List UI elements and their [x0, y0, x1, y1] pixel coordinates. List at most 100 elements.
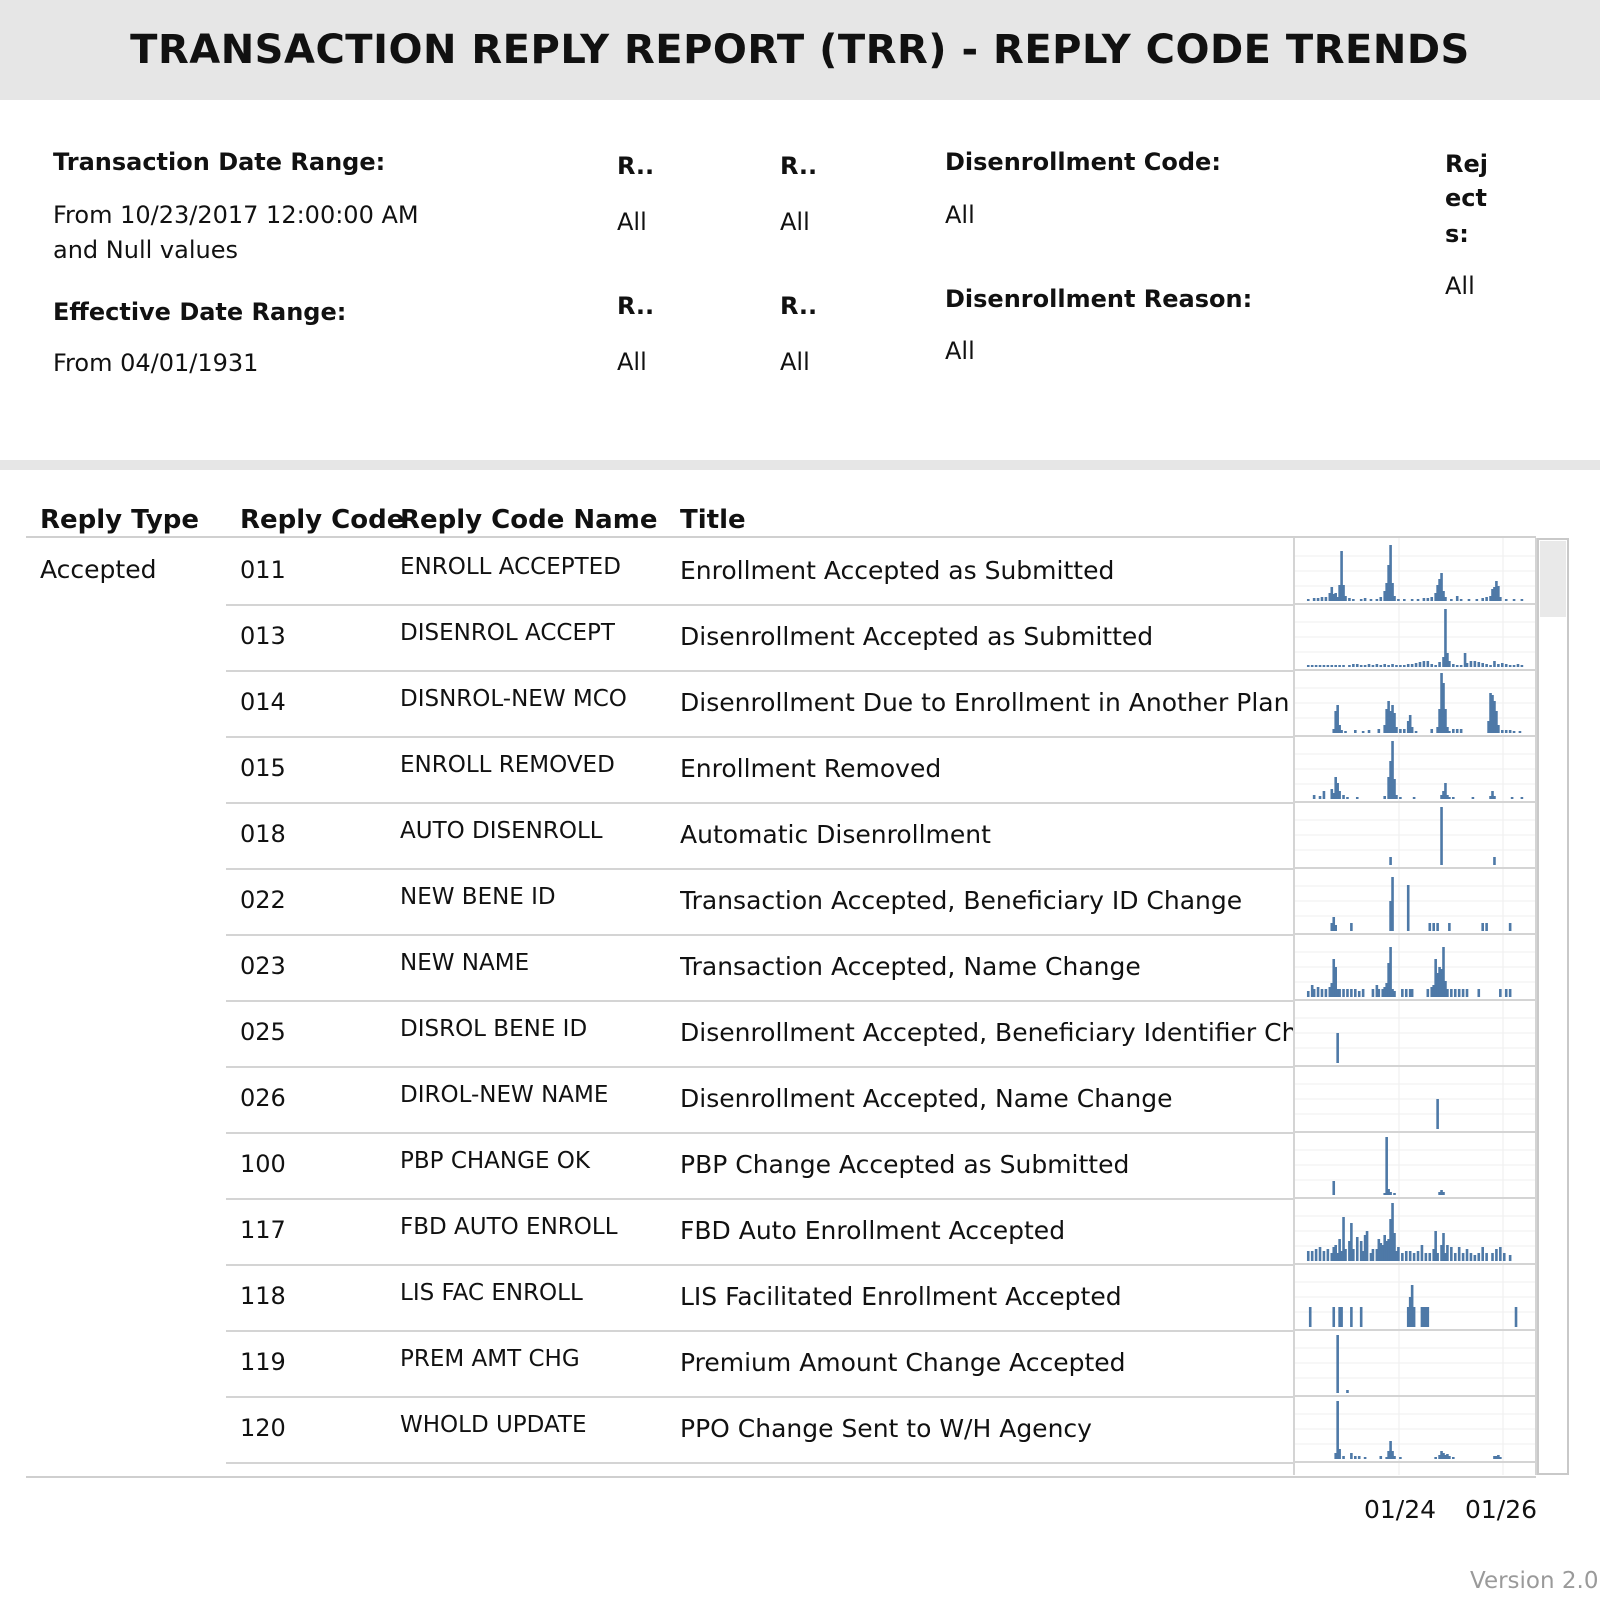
disenrollment-code-label: Disenrollment Code: — [945, 148, 1221, 176]
rejects-value[interactable]: All — [1445, 272, 1475, 300]
spark-bar — [1475, 599, 1479, 601]
spark-bar — [1408, 1297, 1412, 1327]
spark-bar — [1328, 987, 1332, 997]
spark-bar — [1485, 597, 1488, 601]
filter-r1-value[interactable]: All — [617, 208, 647, 236]
spark-bar — [1361, 731, 1365, 733]
spark-bar — [1448, 1456, 1451, 1459]
title-cell: Transaction Accepted, Beneficiary ID Cha… — [680, 886, 1243, 915]
spark-bar — [1518, 731, 1522, 733]
spark-bar — [1459, 665, 1463, 667]
col-header-reply-type[interactable]: Reply Type — [40, 505, 200, 535]
col-header-reply-code[interactable]: Reply Code — [240, 505, 405, 535]
spark-bar — [1412, 1253, 1416, 1261]
version-label: Version 2.0 — [1470, 1568, 1599, 1594]
spark-bar — [1516, 664, 1520, 667]
spark-bar — [1316, 987, 1320, 997]
spark-bar — [1310, 985, 1314, 997]
spark-bar — [1375, 599, 1379, 601]
spark-bar — [1399, 665, 1402, 667]
effective-date-value[interactable]: From 04/01/1931 — [53, 349, 259, 377]
spark-bar — [1508, 989, 1512, 997]
spark-bar — [1428, 1253, 1432, 1261]
spark-bar — [1399, 1457, 1402, 1459]
spark-bar — [1438, 709, 1441, 733]
spark-bar — [1324, 597, 1328, 601]
spark-bar — [1389, 1192, 1392, 1195]
spark-bar — [1385, 709, 1388, 733]
spark-bar — [1354, 1456, 1357, 1459]
table-row[interactable]: 014 DISNROL-NEW MCO Disenrollment Due to E… — [226, 670, 1293, 738]
spark-bar — [1461, 989, 1465, 997]
spark-bar — [1391, 989, 1394, 997]
disenrollment-reason-value[interactable]: All — [945, 337, 975, 365]
spark-bar — [1455, 596, 1459, 601]
title-cell: Automatic Disenrollment — [680, 820, 991, 849]
table-row[interactable]: 117 FBD AUTO ENROLL FBD Auto Enrollment Ac… — [226, 1198, 1293, 1266]
disenrollment-code-value[interactable]: All — [945, 201, 975, 229]
table-row[interactable]: 120 WHOLD UPDATE PPO Change Sent to W/H Ag… — [226, 1396, 1293, 1464]
spark-bar — [1459, 599, 1463, 601]
table-row[interactable]: 022 NEW BENE ID Transaction Accepted, Bene… — [226, 868, 1293, 936]
spark-bar — [1444, 1253, 1447, 1261]
spark-bar — [1338, 585, 1341, 601]
spark-bar — [1395, 727, 1398, 733]
title-cell: Disenrollment Accepted, Name Change — [680, 1084, 1173, 1113]
filter-r4-label: R.. — [780, 292, 818, 320]
spark-bar — [1338, 1449, 1341, 1459]
spark-bar — [1432, 1249, 1435, 1261]
reply-code-cell: 014 — [240, 688, 286, 716]
spark-bar — [1334, 967, 1337, 997]
table-row[interactable]: 119 PREM AMT CHG Premium Amount Change Acc… — [226, 1330, 1293, 1398]
table-row[interactable]: 026 DIROL-NEW NAME Disenrollment Accepted,… — [226, 1066, 1293, 1134]
filter-r4-value[interactable]: All — [780, 348, 810, 376]
spark-bar — [1416, 599, 1420, 601]
spark-bar — [1367, 730, 1371, 733]
table-row[interactable]: 100 PBP CHANGE OK PBP Change Accepted as S… — [226, 1132, 1293, 1200]
spark-bar — [1491, 589, 1494, 601]
report-header: TRANSACTION REPLY REPORT (TRR) - REPLY C… — [0, 0, 1600, 100]
transaction-date-value-1[interactable]: From 10/23/2017 12:00:00 AM — [53, 201, 419, 229]
table-row[interactable]: 118 LIS FAC ENROLL LIS Facilitated Enrollm… — [226, 1264, 1293, 1332]
spark-bar — [1332, 1307, 1336, 1327]
table-row[interactable]: 023 NEW NAME Transaction Accepted, Name Ch… — [226, 934, 1293, 1002]
spark-bar — [1422, 661, 1426, 667]
spark-bar — [1403, 729, 1406, 733]
spark-bar — [1422, 1307, 1426, 1327]
spark-bar — [1387, 701, 1390, 733]
spark-bar — [1508, 1255, 1512, 1261]
filter-r3-value[interactable]: All — [617, 348, 647, 376]
spark-bar — [1489, 665, 1492, 667]
spark-bar — [1426, 661, 1430, 667]
filter-r2-value[interactable]: All — [780, 208, 810, 236]
transaction-date-value-2[interactable]: and Null values — [53, 236, 238, 264]
table-row[interactable]: 011 ENROLL ACCEPTED Enrollment Accepted as… — [226, 538, 1293, 606]
table-row[interactable]: 015 ENROLL REMOVED Enrollment Removed — [226, 736, 1293, 804]
reply-code-cell: 018 — [240, 820, 286, 848]
reply-code-name-cell: LIS FAC ENROLL — [400, 1280, 583, 1306]
spark-bar — [1457, 1247, 1461, 1261]
col-header-reply-code-name[interactable]: Reply Code Name — [400, 505, 658, 535]
spark-bar — [1493, 661, 1496, 667]
spark-bar — [1491, 695, 1494, 733]
title-cell: Disenrollment Accepted, Beneficiary Iden… — [680, 1018, 1293, 1047]
vertical-scrollbar[interactable] — [1537, 538, 1569, 1475]
spark-bar — [1487, 721, 1490, 733]
table-row[interactable]: 018 AUTO DISENROLL Automatic Disenrollment — [226, 802, 1293, 870]
spark-bar — [1520, 797, 1524, 799]
spark-bar — [1332, 793, 1336, 799]
col-header-title[interactable]: Title — [680, 505, 746, 535]
spark-bar — [1465, 989, 1469, 997]
rejects-label-1: Rej — [1445, 150, 1488, 178]
spark-bar — [1410, 1285, 1414, 1327]
filter-panel: Transaction Date Range: From 10/23/2017 … — [0, 100, 1600, 458]
spark-bar — [1497, 725, 1500, 733]
spark-bar — [1350, 1223, 1353, 1261]
scrollbar-thumb[interactable] — [1540, 541, 1566, 617]
spark-bar — [1502, 1253, 1506, 1261]
spark-bar — [1363, 598, 1367, 601]
table-row[interactable]: 013 DISENROL ACCEPT Disenrollment Accepted… — [226, 604, 1293, 672]
table-row[interactable]: 025 DISROL BENE ID Disenrollment Accepted,… — [226, 1000, 1293, 1068]
table-row[interactable]: 121OPT OUT OKOpt-Out Accepted — [226, 1462, 1293, 1475]
spark-bar — [1381, 1245, 1385, 1261]
